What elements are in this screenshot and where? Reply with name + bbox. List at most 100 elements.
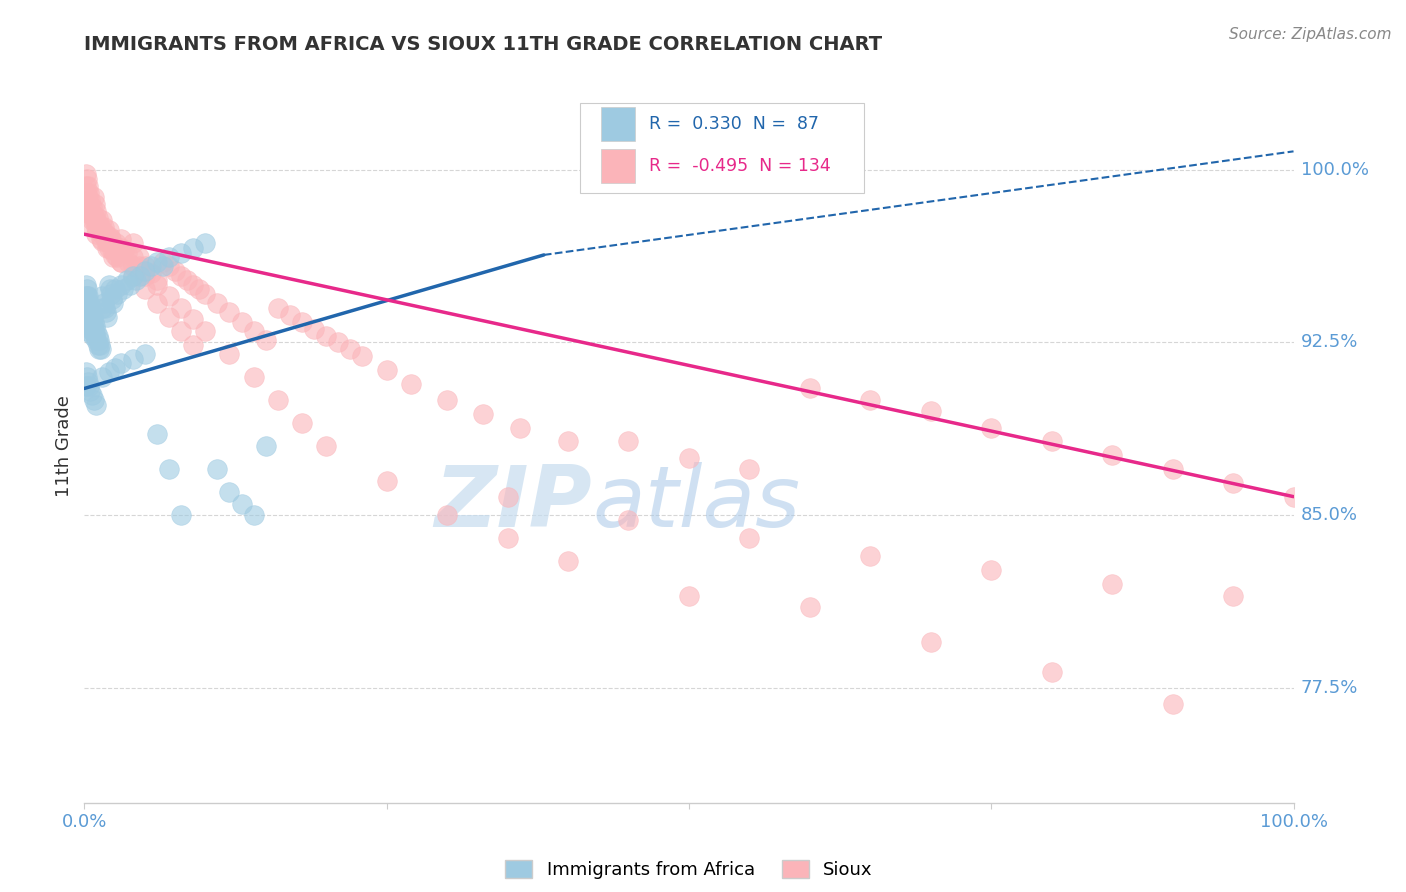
Point [91, 370, 114, 384]
Point [436, 392, 458, 407]
Point [83, 392, 105, 407]
Point [194, 236, 217, 251]
Point [75, 289, 97, 303]
Point [94, 234, 117, 248]
Point [76, 172, 98, 186]
Point [194, 287, 217, 301]
Point [278, 308, 301, 322]
Point [77, 305, 100, 319]
Point [86, 211, 108, 226]
Point [91, 222, 114, 236]
Text: 85.0%: 85.0% [1301, 506, 1358, 524]
Point [121, 236, 143, 251]
Point [375, 363, 398, 377]
Point [96, 241, 118, 255]
Point [86, 324, 108, 338]
Point [77, 289, 100, 303]
Point [89, 337, 111, 351]
Point [170, 324, 193, 338]
Point [80, 305, 103, 319]
Point [89, 225, 111, 239]
Point [82, 328, 104, 343]
Point [231, 315, 253, 329]
Point [91, 234, 114, 248]
Point [1282, 490, 1305, 504]
Bar [600, 107, 634, 141]
Point [1040, 434, 1063, 449]
Point [146, 273, 169, 287]
Point [86, 337, 108, 351]
Point [218, 347, 240, 361]
Point [79, 384, 101, 398]
Bar [600, 149, 634, 184]
Point [121, 268, 143, 283]
Point [86, 204, 108, 219]
Point [77, 375, 100, 389]
Point [76, 283, 98, 297]
Point [80, 315, 103, 329]
Point [207, 462, 229, 476]
Point [86, 227, 108, 242]
Point [231, 497, 253, 511]
Point [86, 213, 108, 227]
Point [1161, 462, 1184, 476]
Point [91, 227, 114, 242]
Point [1101, 448, 1123, 462]
Point [84, 197, 107, 211]
Point [128, 250, 150, 264]
Point [82, 310, 104, 324]
Point [94, 305, 117, 319]
Point [76, 186, 98, 200]
Point [134, 264, 156, 278]
Point [76, 312, 98, 326]
Point [617, 434, 640, 449]
Point [254, 439, 277, 453]
Point [146, 277, 169, 292]
Point [105, 287, 128, 301]
Point [76, 301, 98, 315]
Point [77, 379, 100, 393]
Point [77, 186, 100, 200]
Point [91, 289, 114, 303]
Point [100, 236, 122, 251]
Point [75, 167, 97, 181]
Text: atlas: atlas [592, 461, 800, 545]
Point [77, 315, 100, 329]
Point [91, 213, 114, 227]
Point [315, 439, 337, 453]
Point [146, 296, 169, 310]
Point [134, 268, 156, 283]
Point [436, 508, 458, 522]
Point [152, 255, 174, 269]
Point [100, 232, 122, 246]
Point [75, 301, 97, 315]
Point [315, 328, 337, 343]
Point [97, 222, 120, 236]
Point [352, 349, 374, 363]
Point [291, 416, 314, 430]
Point [920, 404, 942, 418]
Y-axis label: 11th Grade: 11th Grade [55, 395, 73, 497]
Point [97, 241, 120, 255]
Point [157, 260, 180, 274]
Point [86, 398, 108, 412]
Point [104, 283, 127, 297]
Point [86, 220, 108, 235]
Point [80, 220, 103, 235]
Point [75, 324, 97, 338]
Point [115, 273, 138, 287]
Point [157, 289, 180, 303]
Point [75, 379, 97, 393]
Point [176, 273, 198, 287]
Point [509, 420, 531, 434]
Point [1101, 577, 1123, 591]
Point [557, 434, 579, 449]
Point [83, 213, 105, 227]
Point [104, 248, 127, 262]
Point [399, 376, 422, 391]
Point [110, 255, 132, 269]
Point [104, 244, 127, 258]
Point [121, 268, 143, 283]
Point [120, 277, 142, 292]
Point [77, 296, 100, 310]
